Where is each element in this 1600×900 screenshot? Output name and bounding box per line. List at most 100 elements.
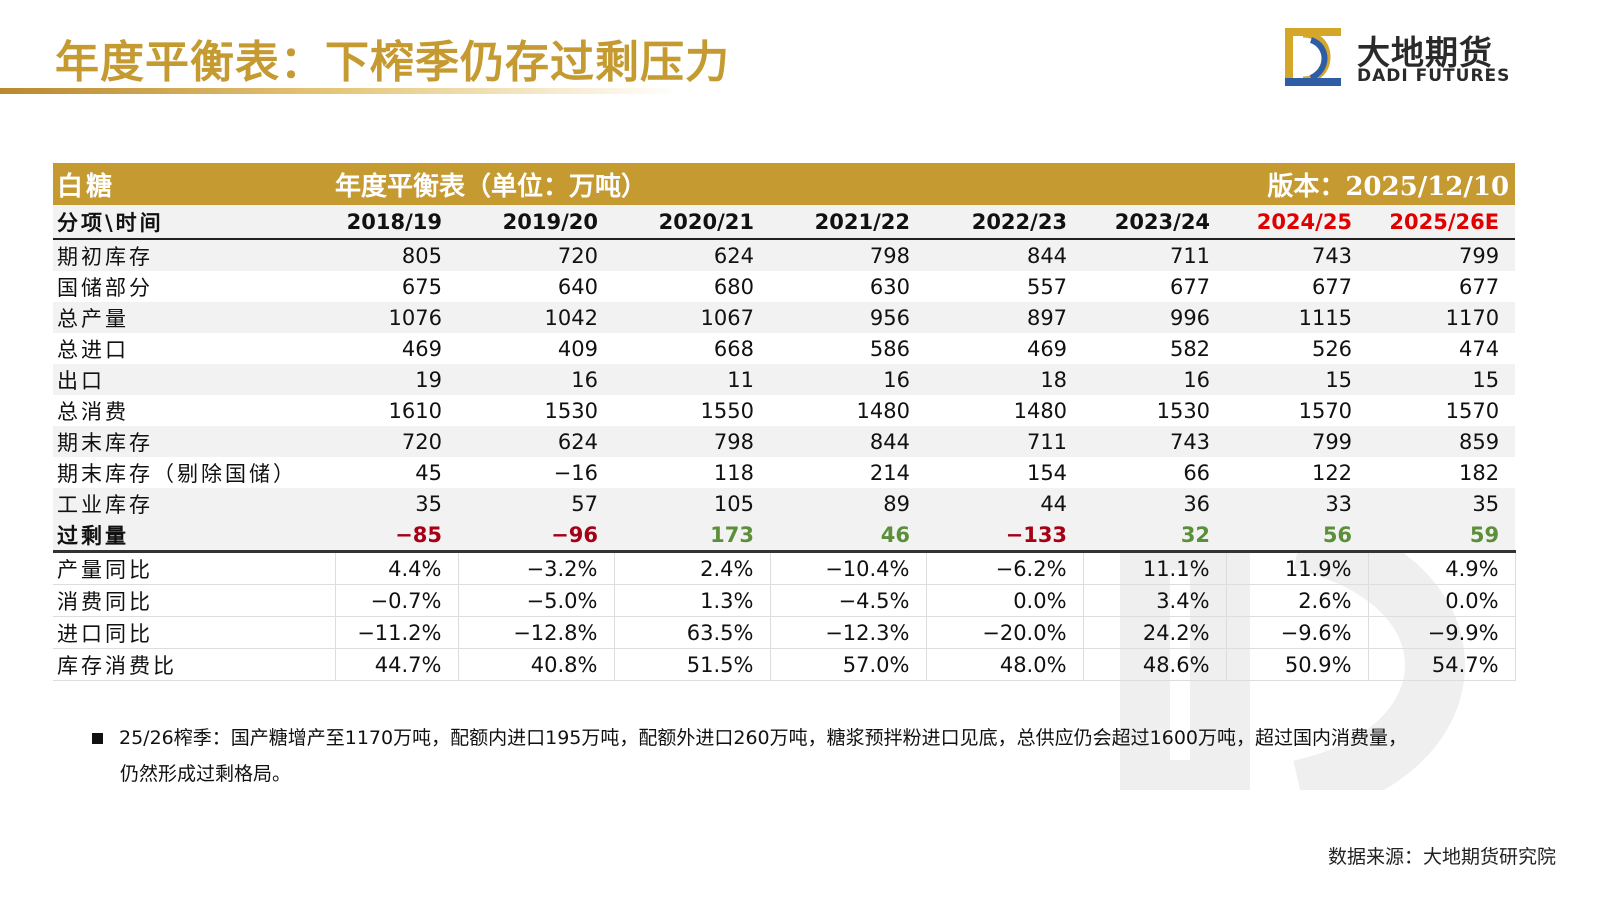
table-cell: −11.2% (335, 616, 459, 649)
table-cell: 44.7% (335, 648, 459, 681)
note-line-1: 25/26榨季：国产糖增产至1170万吨，配额内进口195万吨，配额外进口260… (119, 727, 1407, 749)
table-cell: 469 (1026, 336, 1068, 361)
table-cell: −9.6% (1226, 616, 1369, 649)
table-cell: 35 (1368, 488, 1516, 519)
table-cell: 1550 (700, 398, 754, 423)
logo-text-cn: 大地期货 (1357, 33, 1493, 72)
table-cell: 2.6% (1226, 584, 1369, 617)
table-cell: 1610 (388, 398, 442, 423)
table-cell: −133 (926, 519, 1084, 553)
note-line-2: 仍然形成过剩格局。 (120, 763, 292, 785)
table-cell: 33 (1226, 488, 1369, 519)
table-cell: 154 (1026, 460, 1068, 485)
table-cell: 799 (1226, 426, 1369, 457)
table-cell: 66 (1183, 460, 1211, 485)
row-label: 总消费 (57, 399, 129, 424)
table-row: 国储部分 675 640 680 630 557 677 677 677 (53, 271, 1515, 302)
table-row: 出口 19 16 11 16 18 16 15 15 (53, 364, 1516, 395)
table-cell: 743 (1226, 239, 1369, 271)
column-header: 2022/23 (926, 205, 1084, 240)
table-cell: 409 (557, 336, 598, 361)
table-cell: −85 (335, 519, 458, 553)
table-cell: −4.5% (770, 584, 927, 617)
row-label: 产量同比 (53, 551, 336, 585)
table-cell: 1570 (1298, 398, 1353, 423)
row-label: 出口 (53, 364, 335, 395)
table-cell: 57.0% (770, 648, 927, 681)
table-cell: 680 (713, 274, 754, 299)
table-cell: 15 (1368, 364, 1516, 395)
table-cell: 798 (614, 426, 770, 457)
logo-mark-icon (1285, 28, 1341, 86)
table-cell: 1480 (856, 398, 910, 423)
table-cell: 18 (926, 364, 1084, 395)
table-title-row: 白糖 年度平衡表（单位：万吨） 版本：2025/12/10 (53, 163, 1516, 205)
table-cell: 4.9% (1368, 551, 1516, 585)
table-row: 总进口 469 409 668 586 469 582 526 474 (53, 333, 1515, 364)
table-cell: 15 (1226, 364, 1369, 395)
corner-header: 分项\时间 (53, 205, 335, 240)
balance-table: 白糖 年度平衡表（单位：万吨） 版本：2025/12/10 分项\时间 2018… (53, 163, 1516, 681)
table-cell: 57 (458, 488, 614, 519)
table-row: 工业库存 35 57 105 89 44 36 33 35 (53, 488, 1516, 519)
table-cell: 677 (1169, 274, 1211, 299)
table-cell: 11.9% (1226, 551, 1369, 585)
table-cell: 1530 (1156, 398, 1211, 423)
column-header: 2024/25 (1226, 205, 1369, 240)
table-cell: 59 (1368, 519, 1516, 553)
table-row: 总产量 1076 1042 1067 956 897 996 1115 1170 (53, 302, 1516, 333)
table-cell: 11 (614, 364, 770, 395)
table-cell: 1.3% (614, 584, 771, 617)
table-cell: 844 (770, 426, 926, 457)
table-cell: 1115 (1226, 302, 1369, 333)
column-header-row: 分项\时间 2018/19 2019/20 2020/21 2021/22 2022/2… (53, 205, 1516, 240)
column-header: 2021/22 (770, 205, 926, 240)
table-cell: 798 (770, 239, 926, 271)
table-cell: 0.0% (926, 584, 1084, 617)
note: 25/26榨季：国产糖增产至1170万吨，配额内进口195万吨，配额外进口260… (92, 720, 1492, 792)
table-cell: 1076 (335, 302, 458, 333)
row-label: 总进口 (57, 337, 129, 362)
table-cell: 996 (1083, 302, 1227, 333)
table-cell: 32 (1083, 519, 1227, 553)
table-cell: 16 (770, 364, 926, 395)
commodity-label: 白糖 (53, 163, 335, 205)
table-cell: 4.4% (335, 551, 459, 585)
table-cell: 122 (1311, 460, 1353, 485)
table-cell: 624 (614, 239, 770, 271)
table-cell: 582 (1169, 336, 1211, 361)
table-cell: 956 (770, 302, 926, 333)
table-cell: 624 (458, 426, 614, 457)
table-cell: 675 (401, 274, 442, 299)
table-cell: 11.1% (1083, 551, 1227, 585)
logo: 大地期货 DADI FUTURES (1283, 26, 1523, 88)
surplus-row: 过剩量 −85 −96 173 46 −133 32 56 59 (53, 519, 1516, 553)
column-header: 2020/21 (614, 205, 770, 240)
row-label: 过剩量 (53, 519, 335, 553)
table-cell: 677 (1458, 274, 1500, 299)
table-cell: 44 (926, 488, 1084, 519)
page-title: 年度平衡表：下榨季仍存过剩压力 (55, 37, 730, 88)
table-cell: 526 (1311, 336, 1353, 361)
column-header: 2018/19 (335, 205, 458, 240)
table-cell: −10.4% (770, 551, 927, 585)
table-cell: 173 (614, 519, 770, 553)
table-cell: −16 (553, 460, 598, 485)
version-label: 版本：2025/12/10 (1083, 163, 1516, 205)
row-label: 库存消费比 (53, 648, 336, 681)
table-cell: 56 (1226, 519, 1369, 553)
row-label: 总产量 (53, 302, 335, 333)
table-cell: 743 (1083, 426, 1227, 457)
table-cell: 799 (1368, 239, 1516, 271)
table-row: 期初库存 805 720 624 798 844 711 743 799 (53, 239, 1516, 271)
table-cell: 469 (401, 336, 442, 361)
table-cell: 844 (926, 239, 1084, 271)
row-label: 国储部分 (57, 275, 153, 300)
table-cell: 720 (335, 426, 458, 457)
row-label: 期末库存 (53, 426, 335, 457)
table-cell: 640 (557, 274, 598, 299)
table-cell: 45 (415, 460, 442, 485)
ratio-row: 消费同比 −0.7% −5.0% 1.3% −4.5% 0.0% 3.4% 2.6% 0.0% (53, 584, 1516, 617)
table-cell: 24.2% (1083, 616, 1227, 649)
table-cell: 50.9% (1226, 648, 1369, 681)
